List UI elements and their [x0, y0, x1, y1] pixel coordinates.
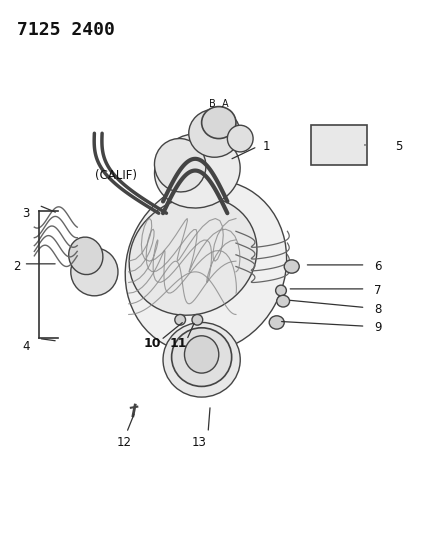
Ellipse shape: [227, 125, 253, 152]
Ellipse shape: [175, 314, 186, 325]
Text: B: B: [209, 99, 216, 109]
Ellipse shape: [172, 328, 232, 386]
Ellipse shape: [269, 316, 284, 329]
Text: 9: 9: [374, 321, 381, 334]
Text: 7125 2400: 7125 2400: [17, 21, 115, 39]
Ellipse shape: [69, 237, 103, 274]
Ellipse shape: [189, 109, 240, 157]
Ellipse shape: [154, 133, 240, 208]
Text: 5: 5: [395, 140, 403, 153]
Ellipse shape: [154, 139, 206, 192]
Text: 10: 10: [144, 337, 161, 350]
Ellipse shape: [192, 314, 203, 325]
Text: 13: 13: [192, 436, 207, 449]
Text: 6: 6: [374, 260, 381, 273]
Ellipse shape: [184, 336, 219, 373]
Text: 11: 11: [169, 337, 187, 350]
Text: 7: 7: [374, 284, 381, 297]
Text: 8: 8: [374, 303, 381, 316]
Text: 12: 12: [117, 436, 132, 449]
Text: A: A: [222, 99, 229, 109]
Ellipse shape: [125, 180, 287, 353]
Text: 1: 1: [262, 140, 270, 153]
Ellipse shape: [71, 248, 118, 296]
Ellipse shape: [163, 322, 240, 397]
Ellipse shape: [284, 260, 299, 273]
FancyBboxPatch shape: [311, 125, 367, 165]
Ellipse shape: [275, 285, 287, 296]
Ellipse shape: [202, 107, 236, 139]
Text: 3: 3: [22, 207, 30, 220]
Ellipse shape: [277, 295, 290, 307]
Ellipse shape: [129, 197, 257, 315]
Text: (CALIF): (CALIF): [95, 169, 137, 182]
Text: 2: 2: [13, 260, 21, 273]
Text: 4: 4: [22, 340, 30, 353]
